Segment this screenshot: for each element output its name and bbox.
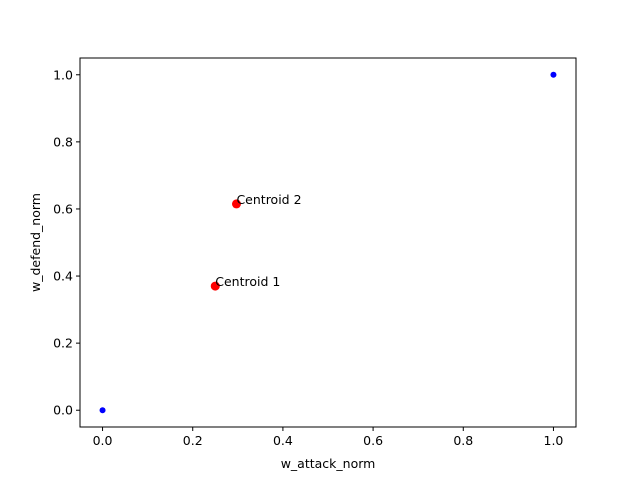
x-axis-label: w_attack_norm xyxy=(281,456,376,471)
x-tick-label: 0.0 xyxy=(93,433,113,448)
x-tick-label: 0.2 xyxy=(183,433,203,448)
y-axis-label: w_defend_norm xyxy=(28,193,43,292)
x-tick-label: 0.8 xyxy=(453,433,473,448)
data-point xyxy=(550,71,557,78)
ticks-layer: 0.0 0.2 0.4 0.6 0.8 1.0 0.0 0.2 0.4 0.6 0.8 1.0 xyxy=(53,67,563,448)
centroid-label: Centroid 1 xyxy=(215,274,280,289)
y-tick-label: 0.2 xyxy=(53,336,73,351)
data-point xyxy=(99,407,106,414)
x-tick-label: 0.4 xyxy=(273,433,293,448)
x-tick-label: 0.6 xyxy=(363,433,383,448)
y-tick-label: 0.8 xyxy=(53,134,73,149)
plot-frame xyxy=(79,57,577,428)
y-tick-label: 1.0 xyxy=(53,67,73,82)
y-tick-label: 0.6 xyxy=(53,201,73,216)
x-tick-label: 1.0 xyxy=(544,433,564,448)
y-tick-label: 0.4 xyxy=(53,269,73,284)
point-labels-layer: Centroid 1 Centroid 2 xyxy=(215,192,301,289)
centroid-point xyxy=(231,199,241,209)
centroid-label: Centroid 2 xyxy=(236,192,301,207)
centroid-point xyxy=(210,281,220,291)
y-tick-label: 0.0 xyxy=(53,403,73,418)
points-layer xyxy=(99,71,557,414)
